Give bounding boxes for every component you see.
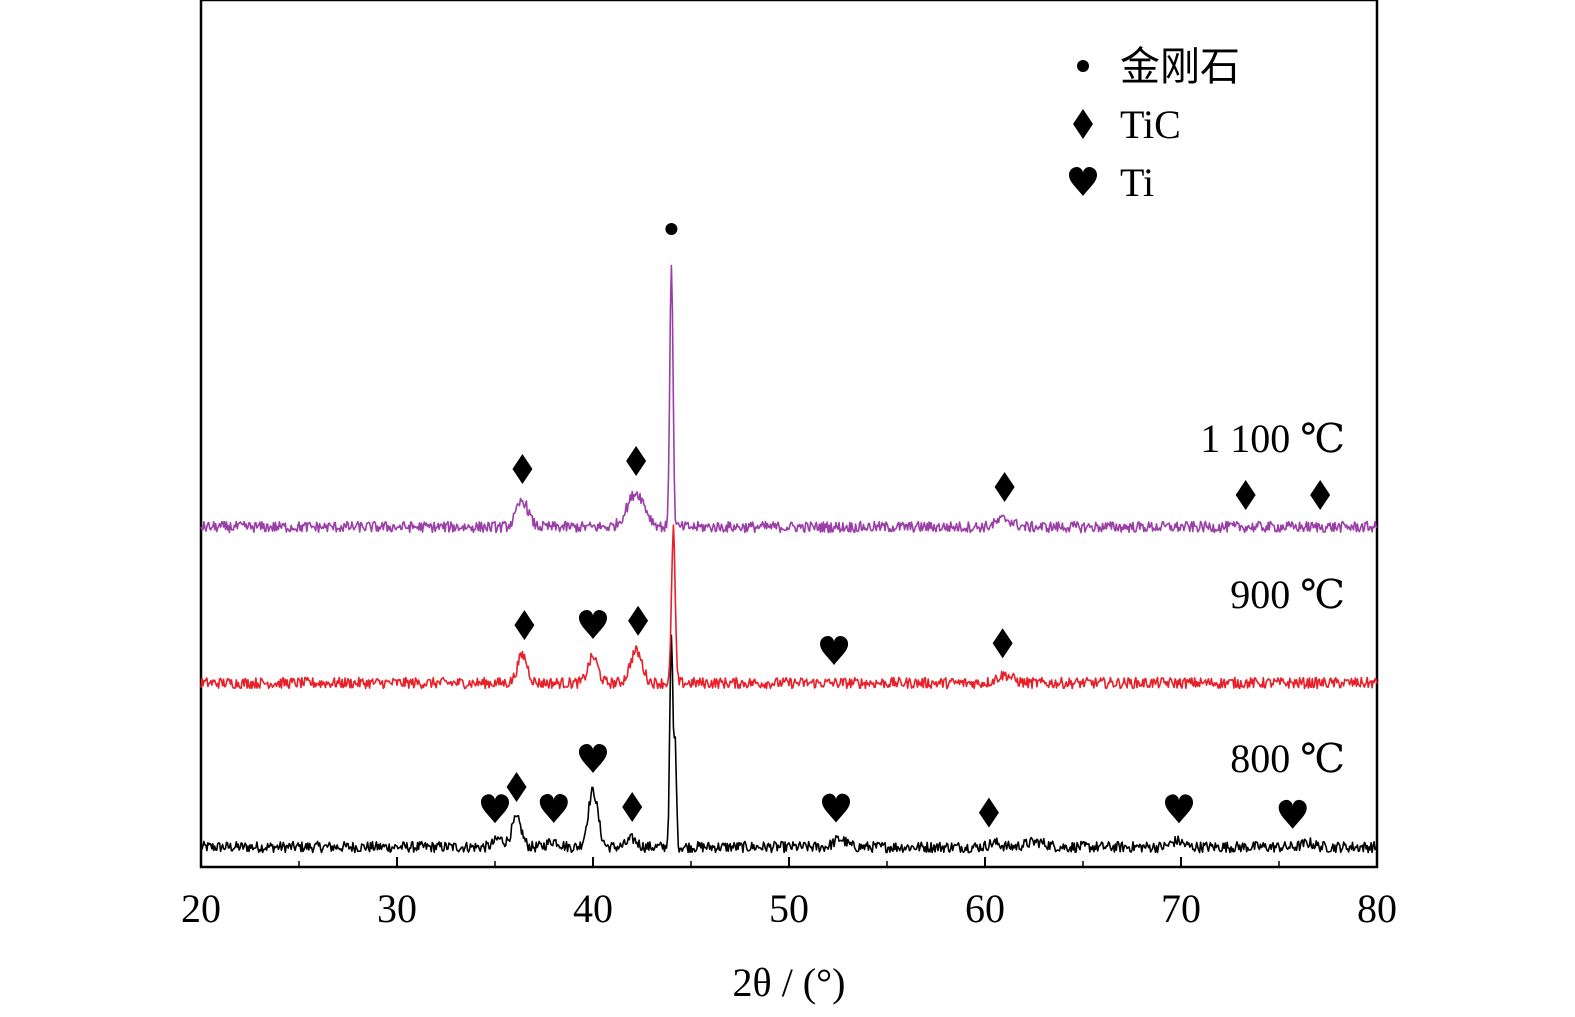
legend-label-0: 金刚石	[1120, 44, 1240, 89]
x-tick-label-30: 30	[377, 886, 417, 931]
series-label-2: 1 100 ℃	[1200, 416, 1345, 461]
marker-heart-1-1	[579, 610, 607, 639]
legend-symbol-diamond	[1073, 109, 1093, 139]
marker-diamond-2-1	[626, 446, 647, 476]
x-axis-ticks: 20 30 40 50 60 70 80	[181, 857, 1397, 931]
marker-heart-1-3	[820, 636, 849, 665]
x-tick-label-40: 40	[573, 886, 613, 931]
x-axis-title: 2θ / (°)	[733, 960, 846, 1005]
marker-diamond-1-0	[514, 610, 535, 641]
series-lines	[200, 264, 1378, 854]
phase-markers	[481, 223, 1331, 829]
marker-diamond-2-3	[994, 472, 1015, 502]
marker-heart-0-8	[1278, 799, 1307, 829]
series-line-1	[200, 524, 1378, 690]
marker-heart-0-2	[539, 794, 568, 823]
marker-diamond-0-4	[622, 792, 643, 822]
legend-label-2: Ti	[1120, 160, 1154, 205]
x-tick-label-70: 70	[1161, 886, 1201, 931]
marker-diamond-1-2	[628, 605, 649, 636]
marker-heart-0-5	[822, 793, 851, 823]
marker-diamond-2-0	[512, 454, 533, 484]
series-label-0: 800 ℃	[1230, 736, 1345, 781]
marker-heart-0-7	[1165, 794, 1194, 824]
series-line-0	[200, 634, 1378, 854]
x-tick-label-50: 50	[769, 886, 809, 931]
x-tick-label-60: 60	[965, 886, 1005, 931]
series-labels: 800 ℃ 900 ℃ 1 100 ℃	[1200, 416, 1345, 781]
x-tick-label-20: 20	[181, 886, 221, 931]
series-label-1: 900 ℃	[1230, 572, 1345, 617]
marker-heart-0-0	[481, 794, 509, 824]
x-tick-label-80: 80	[1357, 886, 1397, 931]
marker-dot-2-2	[665, 223, 678, 235]
marker-diamond-2-4	[1235, 480, 1256, 510]
marker-diamond-1-4	[992, 628, 1013, 659]
legend: 金刚石 TiC Ti	[1069, 44, 1240, 205]
marker-diamond-0-1	[506, 772, 527, 802]
legend-symbol-heart	[1069, 167, 1097, 196]
legend-label-1: TiC	[1120, 102, 1181, 147]
marker-heart-0-3	[579, 744, 607, 773]
marker-diamond-0-6	[978, 797, 999, 828]
legend-symbol-dot	[1077, 60, 1089, 72]
marker-diamond-2-5	[1310, 480, 1331, 510]
series-line-2	[200, 264, 1378, 534]
